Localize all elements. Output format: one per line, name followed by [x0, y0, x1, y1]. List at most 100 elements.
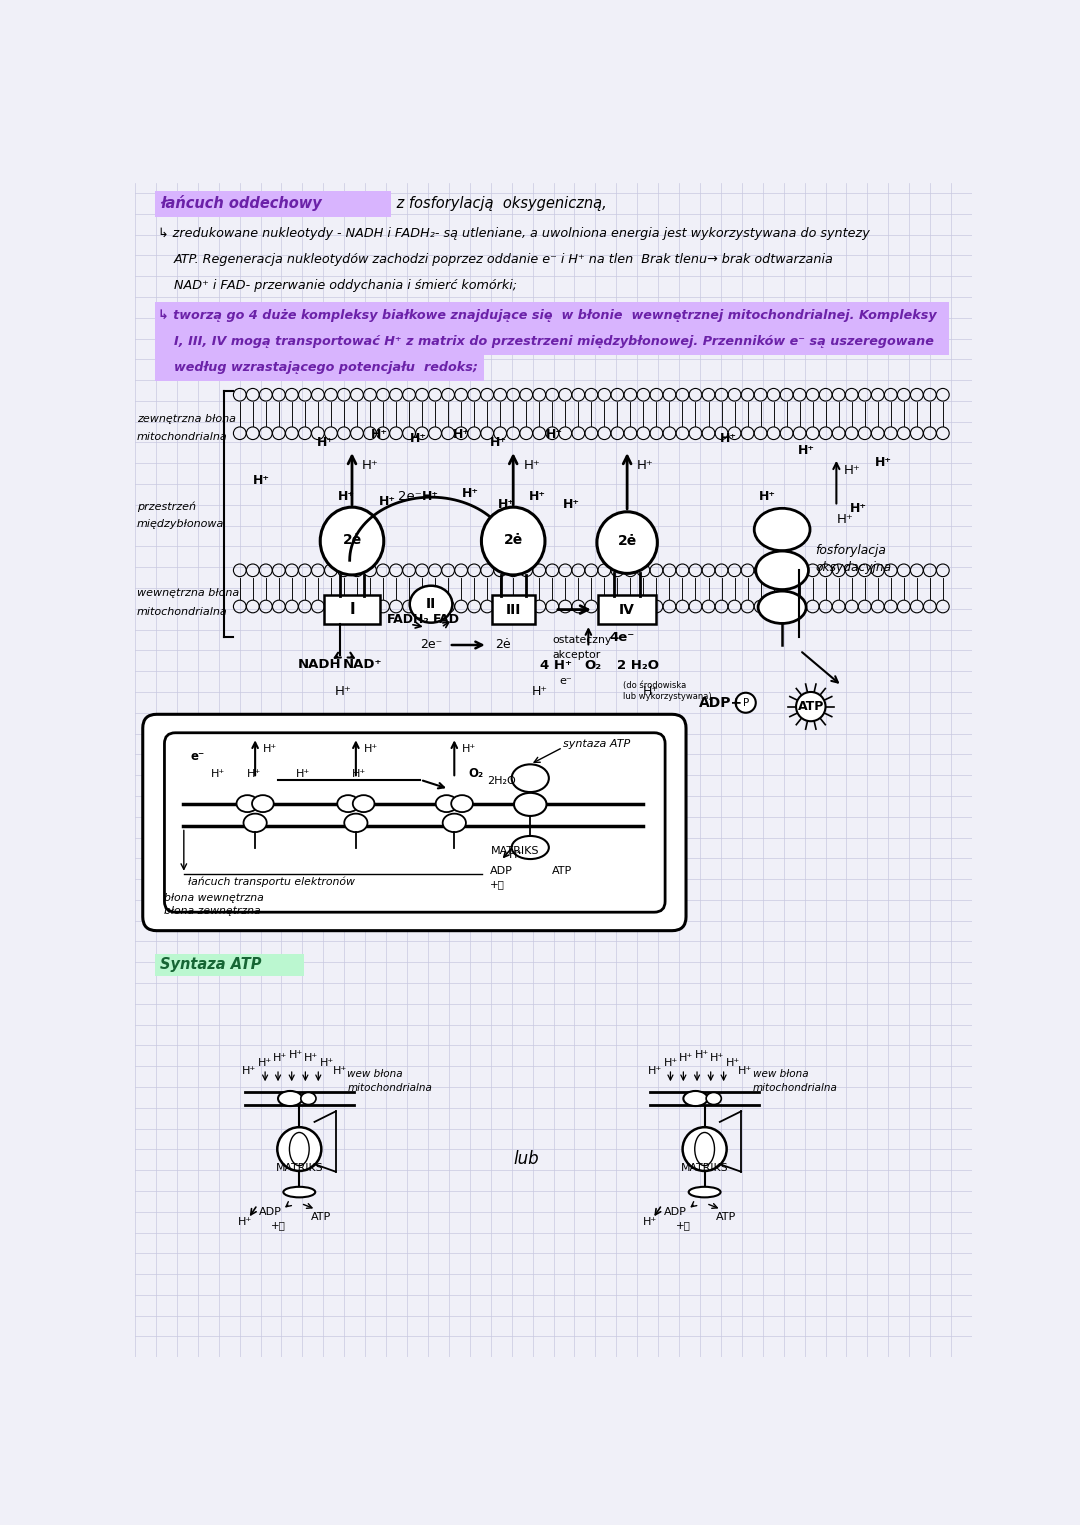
Text: H⁺: H⁺ — [273, 1054, 287, 1063]
Text: przestrzeń: przestrzeń — [136, 502, 195, 512]
Text: H⁺: H⁺ — [242, 1066, 256, 1075]
Text: H⁺: H⁺ — [875, 456, 892, 470]
Text: 4e⁻: 4e⁻ — [609, 631, 635, 644]
Text: 2ė: 2ė — [503, 532, 523, 546]
Text: H⁺: H⁺ — [303, 1054, 319, 1063]
Bar — [324, 595, 380, 624]
Text: H⁺: H⁺ — [643, 685, 659, 698]
Text: 2ė: 2ė — [342, 532, 362, 546]
Text: mitochondrialna: mitochondrialna — [753, 1083, 838, 1093]
Text: H⁺: H⁺ — [694, 1051, 708, 1060]
Text: H⁺: H⁺ — [262, 744, 278, 753]
Text: H⁺: H⁺ — [372, 429, 389, 441]
Text: (do środowiska: (do środowiska — [623, 682, 687, 691]
Text: ATP: ATP — [798, 700, 824, 714]
Ellipse shape — [345, 814, 367, 833]
Text: ADP+: ADP+ — [699, 695, 743, 709]
Text: H⁺: H⁺ — [738, 1066, 752, 1075]
Text: O₂: O₂ — [584, 659, 602, 673]
Text: H⁺: H⁺ — [318, 436, 334, 448]
Text: H⁺: H⁺ — [247, 769, 261, 779]
Text: ↳ zredukowane nukleotydy - NADH i FADH₂- są utleniane, a uwolniona energia jest : ↳ zredukowane nukleotydy - NADH i FADH₂-… — [159, 227, 870, 239]
FancyBboxPatch shape — [156, 328, 948, 355]
FancyBboxPatch shape — [156, 191, 391, 217]
Text: H⁺: H⁺ — [509, 851, 523, 860]
Text: łańcuch oddechowy: łańcuch oddechowy — [160, 195, 322, 210]
Text: e⁻: e⁻ — [559, 676, 572, 686]
Ellipse shape — [694, 1133, 715, 1165]
Circle shape — [796, 692, 825, 721]
Ellipse shape — [443, 814, 465, 833]
Text: P: P — [743, 698, 748, 708]
Text: międzybłonowa: międzybłonowa — [136, 518, 224, 529]
Text: H⁺: H⁺ — [524, 459, 540, 473]
Circle shape — [735, 692, 756, 712]
Text: H⁺: H⁺ — [663, 1058, 678, 1068]
Text: NAD⁺ i FAD- przerwanie oddychania i śmierć komórki;: NAD⁺ i FAD- przerwanie oddychania i śmie… — [174, 279, 516, 291]
Text: O₂: O₂ — [469, 767, 484, 781]
Ellipse shape — [512, 764, 549, 791]
Text: H⁺: H⁺ — [529, 490, 545, 503]
Text: I, III, IV mogą transportować H⁺ z matrix do przestrzeni międzybłonowej. Przenni: I, III, IV mogą transportować H⁺ z matri… — [174, 336, 933, 348]
Text: błona zewnętrzna: błona zewnętrzna — [164, 906, 261, 917]
Ellipse shape — [758, 592, 806, 624]
Text: mitochondrialna: mitochondrialna — [136, 607, 227, 618]
Ellipse shape — [409, 586, 453, 622]
Text: ADP: ADP — [664, 1208, 687, 1217]
Ellipse shape — [683, 1127, 727, 1171]
Text: III: III — [505, 602, 521, 616]
Text: H⁺: H⁺ — [720, 432, 738, 445]
Text: H⁺: H⁺ — [410, 432, 427, 445]
Text: 4 H⁺: 4 H⁺ — [540, 659, 571, 673]
Text: H⁺: H⁺ — [320, 1058, 334, 1068]
Text: H⁺: H⁺ — [563, 497, 580, 511]
Text: lub wykorzystywana): lub wykorzystywana) — [623, 692, 712, 702]
Ellipse shape — [337, 795, 359, 813]
Text: II: II — [426, 598, 436, 612]
Text: FADH₂: FADH₂ — [387, 613, 430, 627]
Text: +Ⓟ: +Ⓟ — [271, 1220, 285, 1231]
Text: ostateczny: ostateczny — [552, 634, 611, 645]
Text: 2e⁻: 2e⁻ — [399, 490, 422, 503]
Text: H⁺: H⁺ — [379, 494, 396, 508]
Text: H⁺: H⁺ — [257, 1058, 272, 1068]
Text: H⁺: H⁺ — [253, 474, 270, 488]
Text: ATP: ATP — [716, 1212, 735, 1222]
Text: ADP: ADP — [490, 866, 513, 875]
Text: łańcuch transportu elektronów: łańcuch transportu elektronów — [188, 877, 354, 886]
Text: lub: lub — [514, 1150, 539, 1168]
Text: H⁺: H⁺ — [710, 1054, 725, 1063]
Text: fosforylacja: fosforylacja — [815, 544, 887, 557]
Text: według wzrastającego potencjału  redoks;: według wzrastającego potencjału redoks; — [174, 361, 477, 374]
Text: H⁺: H⁺ — [545, 429, 563, 441]
Text: H⁺: H⁺ — [648, 1066, 662, 1075]
Text: ATP: ATP — [310, 1212, 330, 1222]
Ellipse shape — [514, 793, 546, 816]
Ellipse shape — [684, 1090, 707, 1106]
Text: 2e⁻: 2e⁻ — [420, 639, 442, 651]
Text: błona wewnętrzna: błona wewnętrzna — [164, 894, 265, 903]
Text: H⁺: H⁺ — [462, 744, 476, 753]
Text: mitochondrialna: mitochondrialna — [136, 432, 227, 442]
Ellipse shape — [252, 795, 273, 813]
Ellipse shape — [597, 512, 658, 573]
Text: H⁺: H⁺ — [362, 459, 379, 473]
Ellipse shape — [512, 836, 549, 859]
Bar — [491, 595, 535, 624]
Text: wewnętrzna błona: wewnętrzna błona — [136, 589, 239, 598]
Text: e⁻: e⁻ — [191, 750, 205, 762]
Text: z fosforylacją  oksygeniczną,: z fosforylacją oksygeniczną, — [392, 195, 607, 210]
Ellipse shape — [353, 795, 375, 813]
Text: mitochondrialna: mitochondrialna — [348, 1083, 432, 1093]
FancyBboxPatch shape — [156, 953, 303, 976]
Text: H⁺: H⁺ — [352, 769, 366, 779]
Text: H⁺: H⁺ — [637, 459, 654, 473]
Text: ↳ tworzą go 4 duże kompleksy białkowe znajdujące się  w błonie  wewnętrznej mito: ↳ tworzą go 4 duże kompleksy białkowe zn… — [159, 310, 936, 322]
Text: MATRIKS: MATRIKS — [276, 1164, 324, 1173]
Ellipse shape — [278, 1127, 322, 1171]
Text: H⁺: H⁺ — [531, 685, 548, 698]
Text: +Ⓟ: +Ⓟ — [676, 1220, 691, 1231]
Text: H⁺: H⁺ — [845, 464, 861, 477]
Text: NADH: NADH — [298, 657, 341, 671]
Text: H⁺: H⁺ — [338, 490, 355, 503]
